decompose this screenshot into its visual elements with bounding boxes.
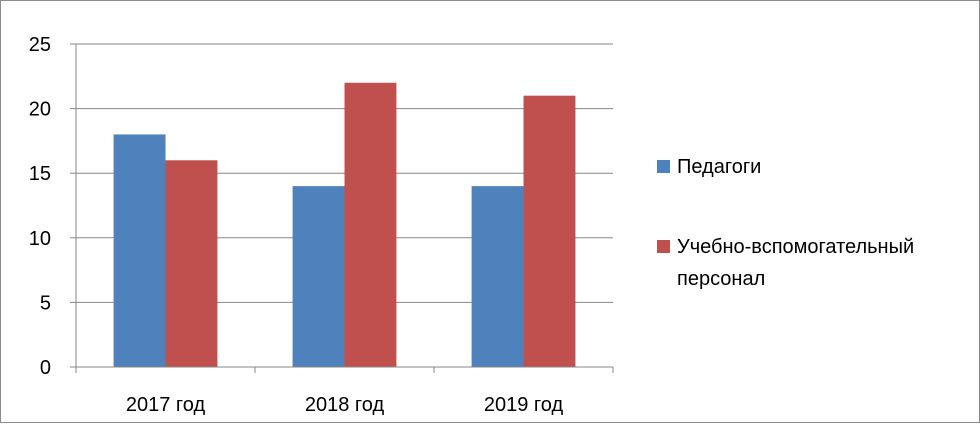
bar	[165, 160, 218, 367]
bar	[292, 186, 345, 367]
x-tick-label: 2019 год	[484, 394, 564, 416]
y-tick-label: 15	[29, 163, 51, 185]
legend-label: Педагоги	[677, 156, 761, 178]
legend-label: персонал	[677, 268, 765, 290]
y-tick-label: 25	[29, 34, 51, 56]
y-tick-label: 0	[40, 357, 51, 379]
legend: Педагоги Учебно-вспомогательный персонал	[657, 156, 914, 290]
bar	[344, 82, 397, 367]
axes	[70, 43, 614, 373]
y-tick-label: 20	[29, 99, 51, 121]
x-tick-label: 2017 год	[126, 394, 206, 416]
y-tick-label: 5	[40, 292, 51, 314]
bars	[113, 82, 576, 368]
legend-swatch	[657, 240, 670, 253]
x-tick-label: 2018 год	[305, 394, 385, 416]
bar	[471, 186, 524, 367]
bar	[523, 95, 576, 368]
y-tick-label: 10	[29, 228, 51, 250]
bar	[113, 134, 166, 367]
legend-label: Учебно-вспомогательный	[677, 236, 914, 258]
axis-labels: 0 5 10 15 20 25 2017 год 2018 год 2019 год	[29, 34, 564, 416]
legend-swatch	[657, 160, 670, 173]
